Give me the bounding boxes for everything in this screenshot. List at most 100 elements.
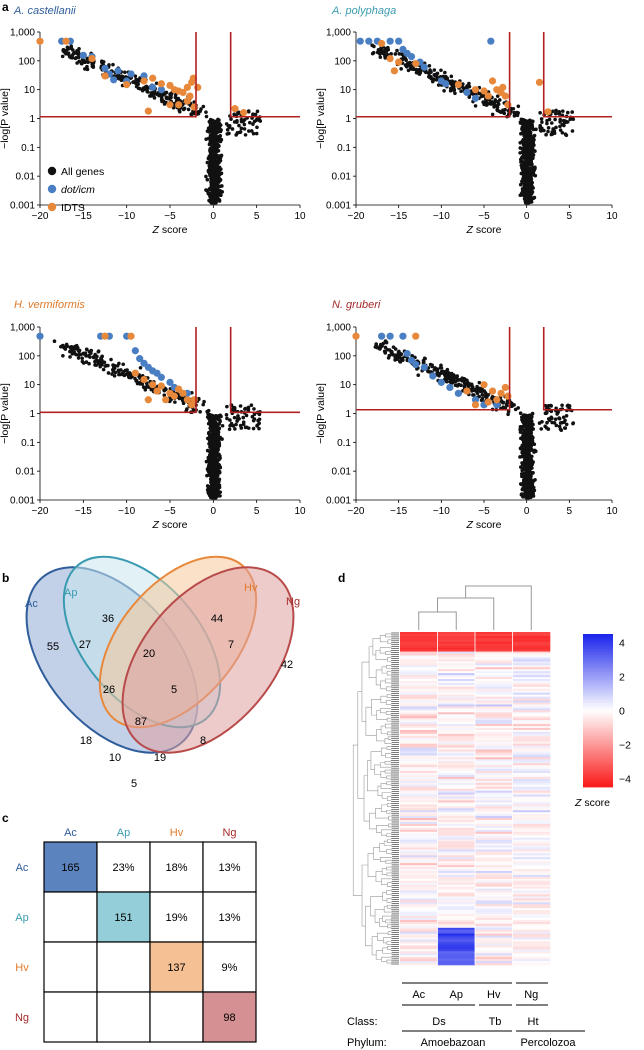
matrix-cell-value: 165 (61, 862, 79, 874)
gene-point (372, 44, 376, 49)
colorbar-segment (583, 682, 613, 686)
gene-point (83, 67, 87, 71)
colorbar-segment (583, 761, 613, 765)
gene-point (524, 419, 529, 424)
heatmap-cell (437, 749, 476, 752)
gene-point (465, 378, 469, 383)
gene-point (439, 68, 443, 73)
heatmap-cell (437, 825, 476, 829)
colorbar-segment (583, 771, 613, 775)
heatmap-cell (400, 798, 438, 801)
heatmap-cell (400, 694, 438, 697)
gene-point (109, 357, 113, 362)
colorbar-segment (583, 662, 613, 665)
heatmap-cell (512, 857, 551, 860)
idts-point (101, 332, 109, 340)
heatmap-cell (475, 961, 513, 964)
heatmap-cell (512, 861, 551, 864)
heatmap-cell (437, 792, 476, 795)
heatmap-cell (512, 816, 551, 819)
x-tick-label: 5 (567, 211, 573, 222)
heatmap-cell (437, 910, 476, 913)
gene-point (522, 151, 527, 156)
gene-point (207, 192, 212, 197)
heatmap-cell (475, 747, 513, 750)
colorbar-segment (583, 697, 613, 701)
heatmap-cell (475, 841, 513, 844)
gene-point (204, 110, 208, 114)
gene-point (119, 74, 124, 78)
heatmap-cell (400, 714, 438, 717)
idts-point (504, 392, 512, 400)
gene-point (565, 110, 570, 115)
gene-point (465, 84, 469, 88)
colorbar-segment (583, 774, 613, 778)
heatmap-cell (512, 657, 551, 660)
dot-icm-point (114, 67, 122, 75)
heatmap-cell (475, 857, 513, 860)
gene-point (399, 352, 404, 356)
gene-point (447, 375, 452, 379)
heatmap-cell (475, 831, 513, 835)
heatmap-cell (512, 939, 551, 942)
dendrogram-branch (386, 803, 392, 807)
idts-point (144, 107, 152, 115)
colorbar-segment (583, 667, 613, 671)
gene-point (397, 355, 402, 360)
heatmap-cell (475, 953, 513, 956)
dot-icm-point (386, 332, 394, 340)
heatmap-cell (437, 669, 476, 672)
heatmap-cell (437, 708, 476, 711)
dot-icm-point (140, 72, 148, 80)
gene-point (532, 195, 537, 200)
threshold-line-right (542, 327, 612, 411)
heatmap-cell (512, 765, 551, 768)
heatmap-cell (400, 776, 438, 780)
gene-point (553, 117, 557, 122)
heatmap-cell (400, 677, 438, 680)
heatmap-cell (512, 823, 551, 827)
heatmap-cell (512, 704, 551, 707)
heatmap-cell (400, 925, 438, 929)
gene-point (212, 490, 217, 494)
colorbar-segment (583, 677, 613, 681)
gene-point (117, 361, 121, 366)
dot-icm-point (403, 349, 411, 358)
gene-point (81, 351, 86, 356)
gene-point (246, 405, 251, 410)
gene-point (212, 131, 217, 135)
idts-point (162, 396, 170, 404)
heatmap-cell (437, 886, 476, 889)
gene-point (199, 107, 203, 111)
dendrogram-branch (380, 783, 392, 790)
gene-point (181, 401, 186, 406)
gene-point (173, 400, 177, 404)
heatmap-cell (512, 876, 551, 880)
gene-point (445, 379, 449, 384)
heatmap-cell (400, 702, 438, 705)
gene-point (427, 369, 431, 374)
gene-point (62, 50, 66, 54)
dendrogram-branch (352, 744, 363, 896)
gene-point (518, 455, 522, 459)
idts-point (179, 88, 187, 97)
heatmap-cell (437, 731, 476, 735)
heatmap-cell (475, 657, 513, 660)
gene-point (380, 51, 384, 55)
heatmap-cell (437, 690, 476, 694)
gene-point (207, 126, 211, 131)
heatmap-cell (512, 886, 551, 889)
dendrogram-branch (376, 825, 389, 833)
colorbar-segment (583, 728, 613, 732)
gene-point (377, 347, 382, 351)
gene-point (225, 404, 229, 409)
heatmap-cell (512, 727, 551, 731)
colorbar-segment (583, 718, 613, 722)
gene-point (453, 375, 458, 379)
heatmap-cell (475, 647, 513, 650)
heatmap-cell (475, 833, 513, 837)
colorbar-segment (583, 781, 613, 785)
heatmap-cell (512, 635, 551, 639)
idts-point (240, 109, 248, 117)
colorbar-segment (583, 725, 613, 729)
